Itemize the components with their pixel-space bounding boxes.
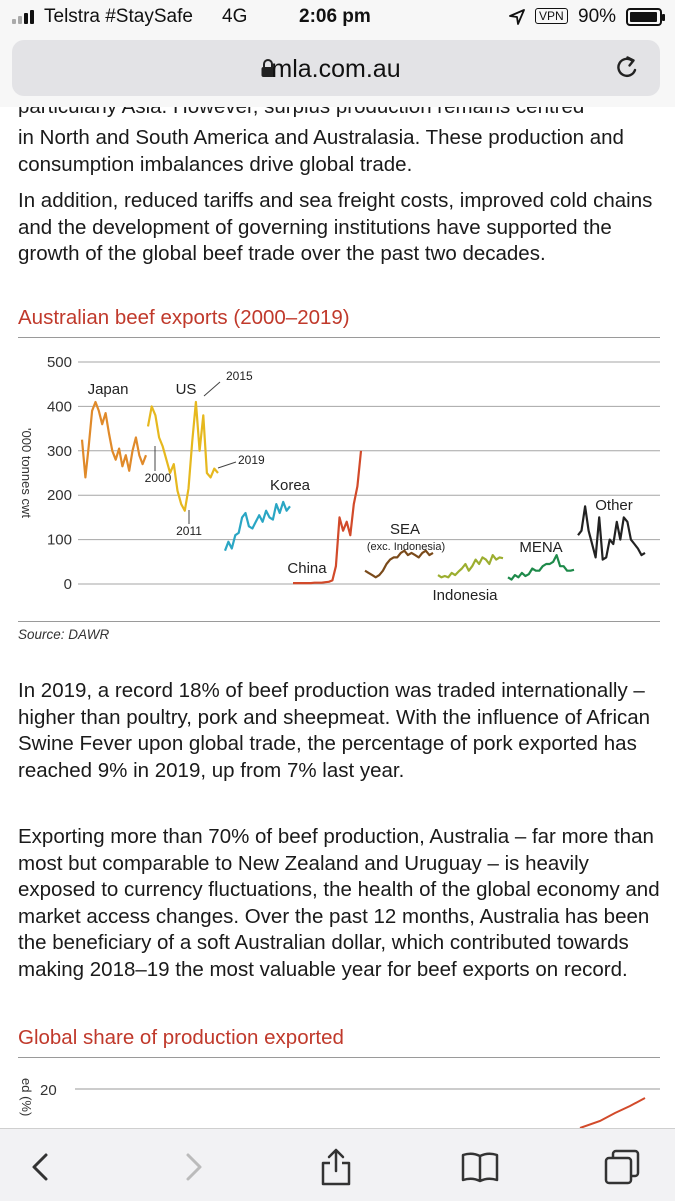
address-bar[interactable]: mla.com.au <box>12 40 660 96</box>
clock: 2:06 pm <box>299 6 371 27</box>
lock-icon <box>261 59 275 77</box>
chart2-ylabel: ed (%) <box>19 1078 34 1116</box>
chart1-bottom-divider <box>18 621 660 622</box>
series-line-china <box>293 450 363 585</box>
paragraph-record-trade: In 2019, a record 18% of beef production… <box>18 679 651 782</box>
status-bar: Telstra #StaySafe 4G 2:06 pm VPN 90% <box>0 0 675 34</box>
beef-exports-chart: '000 tonnes cwt 500 400 300 200 100 0 Japan US Ko… <box>19 354 660 604</box>
chart1-top-divider <box>18 337 660 338</box>
battery-percent: 90% <box>578 6 617 27</box>
chart1-source: Source: DAWR <box>18 627 110 642</box>
chart2-tick-label: 20 <box>40 1082 57 1099</box>
forward-icon[interactable] <box>172 1147 212 1187</box>
y-tick-label: 400 <box>47 398 72 415</box>
location-arrow-icon <box>509 9 525 25</box>
y-tick-label: 300 <box>47 443 72 460</box>
series-line-us <box>146 400 219 512</box>
vpn-badge: VPN <box>535 8 568 24</box>
y-tick-label: 100 <box>47 532 72 549</box>
series-line-korea <box>223 500 291 552</box>
global-share-chart: ed (%) 20 <box>19 1078 660 1128</box>
series-label-us: US <box>176 381 197 398</box>
browser-toolbar <box>0 1128 675 1201</box>
series-label-korea: Korea <box>270 477 311 494</box>
battery-icon <box>626 8 665 26</box>
series-label-sea: SEA <box>390 521 420 538</box>
series-line-mena <box>507 554 575 581</box>
browser-chrome: Telstra #StaySafe 4G 2:06 pm VPN 90% mla… <box>0 0 675 107</box>
url-text[interactable]: mla.com.au <box>271 55 401 83</box>
tabs-icon[interactable] <box>602 1147 642 1187</box>
series-label-other: Other <box>595 497 633 514</box>
chart2-top-divider <box>18 1057 660 1058</box>
y-tick-label: 200 <box>47 487 72 504</box>
share-icon[interactable] <box>316 1147 356 1187</box>
series-line-other <box>577 505 646 561</box>
series-line-sea <box>364 549 434 579</box>
back-icon[interactable] <box>22 1147 62 1187</box>
annotation-label: 2000 <box>145 471 172 485</box>
reload-icon[interactable] <box>614 54 640 82</box>
series-label-mena: MENA <box>519 539 562 556</box>
chart1-heading: Australian beef exports (2000–2019) <box>18 306 350 329</box>
carrier-name: Telstra #StaySafe <box>44 6 193 27</box>
series-label-indonesia: Indonesia <box>432 587 498 604</box>
network-type: 4G <box>222 6 248 27</box>
y-tick-label: 0 <box>64 576 72 593</box>
series-line-indonesia <box>437 554 504 579</box>
chart2-heading: Global share of production exported <box>18 1026 344 1049</box>
annotation-label: 2011 <box>176 524 202 538</box>
annotation-leader-line <box>203 381 221 397</box>
signal-icon <box>12 10 38 24</box>
series-label-japan: Japan <box>88 381 129 398</box>
chart2-series-line <box>579 1097 646 1128</box>
paragraph-trade-imbalance: in North and South America and Australas… <box>18 126 624 176</box>
series-label-china: China <box>287 560 327 577</box>
annotation-leader-line <box>217 461 237 469</box>
paragraph-trade-growth: In addition, reduced tariffs and sea fre… <box>18 189 653 265</box>
annotation-label: 2015 <box>226 369 253 383</box>
paragraph-australia-exposure: Exporting more than 70% of beef producti… <box>18 825 660 981</box>
y-axis-label: '000 tonnes cwt <box>19 428 34 518</box>
annotation-label: 2019 <box>238 453 265 467</box>
bookmarks-icon[interactable] <box>460 1147 500 1187</box>
y-tick-label: 500 <box>47 354 72 371</box>
annotation-label: (exc. Indonesia) <box>367 541 445 553</box>
series-line-japan <box>80 400 148 479</box>
